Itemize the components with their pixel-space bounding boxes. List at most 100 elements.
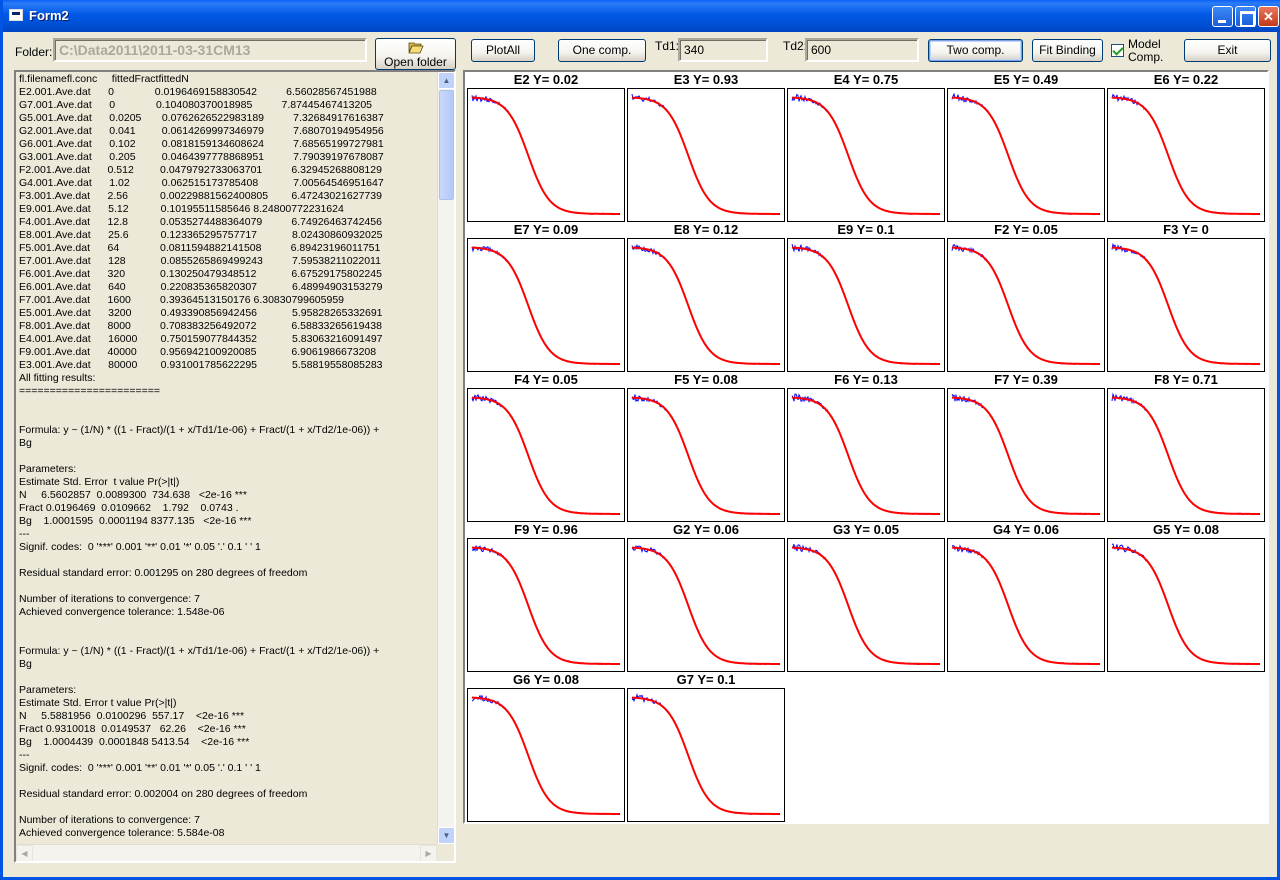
result-line: G4.001.Ave.dat 1.02 0.062515173785408 7.… bbox=[19, 177, 384, 189]
fit-binding-button[interactable]: Fit Binding bbox=[1032, 39, 1103, 62]
td1-label: Td1: bbox=[655, 39, 680, 53]
result-line: --- bbox=[19, 749, 30, 761]
result-line: G3.001.Ave.dat 0.205 0.0464397778868951 … bbox=[19, 151, 384, 163]
plot-title: E7 Y= 0.09 bbox=[513, 222, 579, 237]
correlation-curve bbox=[631, 544, 781, 666]
plot-panel: F6 Y= 0.13 bbox=[787, 372, 945, 522]
maximize-button[interactable] bbox=[1235, 6, 1256, 27]
fit-curve-line bbox=[472, 546, 620, 665]
model-comp-checkbox[interactable] bbox=[1111, 44, 1124, 57]
plot-box bbox=[467, 688, 625, 822]
result-line: Number of iterations to convergence: 7 bbox=[19, 593, 200, 605]
plot-box bbox=[627, 688, 785, 822]
fit-curve-line bbox=[1112, 546, 1260, 665]
fit-curve-line bbox=[472, 96, 620, 215]
result-line: F3.001.Ave.dat 2.56 0.00229881562400805 … bbox=[19, 190, 382, 202]
correlation-curve bbox=[631, 692, 781, 816]
plot-panel: E9 Y= 0.1 bbox=[787, 222, 945, 372]
result-line: F4.001.Ave.dat 12.8 0.0535274488364079 6… bbox=[19, 216, 382, 228]
correlation-curve bbox=[952, 544, 1101, 666]
results-text-panel[interactable]: fl.filenamefl.conc fittedFractfittedN E2.… bbox=[14, 70, 456, 863]
horizontal-scrollbar[interactable]: ◀ ▶ bbox=[16, 844, 437, 861]
plot-box bbox=[467, 238, 625, 372]
folder-path-field[interactable]: C:\Data2011\2011-03-31CM13 bbox=[53, 38, 367, 62]
open-folder-button[interactable]: Open folder bbox=[375, 38, 456, 70]
fit-curve-line bbox=[1112, 396, 1260, 515]
plotall-button[interactable]: PlotAll bbox=[471, 39, 535, 62]
plot-title: G6 Y= 0.08 bbox=[513, 672, 579, 687]
correlation-curve bbox=[631, 394, 781, 516]
correlation-curve bbox=[471, 694, 621, 816]
scroll-up-icon[interactable]: ▲ bbox=[438, 72, 454, 89]
exit-button[interactable]: Exit bbox=[1184, 39, 1271, 62]
result-line: Fract 0.9310018 0.0149537 62.26 <2e-16 *… bbox=[19, 723, 246, 735]
result-line bbox=[19, 450, 439, 463]
correlation-curve bbox=[1111, 392, 1261, 516]
plot-panel: F7 Y= 0.39 bbox=[947, 372, 1105, 522]
plot-panel: E4 Y= 0.75 bbox=[787, 72, 945, 222]
result-line: Bg bbox=[19, 437, 32, 449]
plot-box bbox=[627, 238, 785, 372]
result-line: ======================= bbox=[19, 385, 161, 397]
result-line: E6.001.Ave.dat 640 0.220835365820307 6.4… bbox=[19, 281, 383, 293]
plot-panel: E2 Y= 0.02 bbox=[467, 72, 625, 222]
result-line: Signif. codes: 0 '***' 0.001 '**' 0.01 '… bbox=[19, 541, 261, 553]
plot-title: F7 Y= 0.39 bbox=[994, 372, 1058, 387]
plot-box bbox=[1107, 538, 1265, 672]
fit-curve-line bbox=[632, 696, 780, 815]
plot-panel: G6 Y= 0.08 bbox=[467, 672, 625, 822]
minimize-button[interactable] bbox=[1212, 6, 1233, 27]
fit-curve-line bbox=[472, 246, 620, 365]
result-line: fl.filenamefl.conc fittedFractfittedN bbox=[19, 73, 189, 85]
correlation-curve bbox=[951, 92, 1101, 216]
result-line: G6.001.Ave.dat 0.102 0.0818159134608624 … bbox=[19, 138, 384, 150]
correlation-curve bbox=[471, 393, 621, 515]
correlation-curve bbox=[1111, 93, 1261, 216]
plot-box bbox=[947, 538, 1105, 672]
td2-input[interactable]: 600 bbox=[805, 38, 919, 62]
two-comp-button[interactable]: Two comp. bbox=[928, 39, 1023, 62]
plot-grid: E2 Y= 0.02 E3 Y= 0.93 E4 Y= 0.75 E5 Y= 0.49… bbox=[463, 70, 1269, 824]
form-icon[interactable] bbox=[9, 9, 23, 21]
result-line bbox=[19, 580, 439, 593]
plot-panel: F5 Y= 0.08 bbox=[627, 372, 785, 522]
result-line: Residual standard error: 0.002004 on 280… bbox=[19, 788, 308, 800]
result-line: Signif. codes: 0 '***' 0.001 '**' 0.01 '… bbox=[19, 762, 261, 774]
results-text[interactable]: fl.filenamefl.conc fittedFractfittedN E2.… bbox=[19, 73, 439, 845]
td2-label: Td2: bbox=[783, 39, 808, 53]
result-line: F6.001.Ave.dat 320 0.130250479348512 6.6… bbox=[19, 268, 382, 280]
correlation-curve bbox=[951, 393, 1101, 516]
plot-panel: F8 Y= 0.71 bbox=[1107, 372, 1265, 522]
close-button[interactable]: ✕ bbox=[1258, 6, 1279, 27]
model-comp-label-line1: Model bbox=[1128, 37, 1161, 51]
result-line: Number of iterations to convergence: 7 bbox=[19, 814, 200, 826]
plot-panel: G7 Y= 0.1 bbox=[627, 672, 785, 822]
title-bar[interactable]: Form2 ✕ bbox=[3, 0, 1280, 32]
plot-box bbox=[467, 538, 625, 672]
result-line: N 5.5881956 0.0100296 557.17 <2e-16 *** bbox=[19, 710, 245, 722]
result-line: Bg bbox=[19, 658, 32, 670]
result-line bbox=[19, 671, 439, 684]
plot-panel: E3 Y= 0.93 bbox=[627, 72, 785, 222]
result-line bbox=[19, 411, 439, 424]
scroll-down-icon[interactable]: ▼ bbox=[438, 827, 454, 844]
result-line: G2.001.Ave.dat 0.041 0.0614269997346979 … bbox=[19, 125, 384, 137]
result-line: N 6.5602857 0.0089300 734.638 <2e-16 *** bbox=[19, 489, 247, 501]
fit-curve-line bbox=[472, 396, 620, 515]
fit-curve-line bbox=[632, 546, 780, 665]
correlation-curve bbox=[791, 393, 941, 516]
result-line: All fitting results: bbox=[19, 372, 96, 384]
vertical-scrollbar[interactable]: ▲ ▼ bbox=[437, 72, 454, 844]
plot-title: F8 Y= 0.71 bbox=[1154, 372, 1218, 387]
td1-input[interactable]: 340 bbox=[678, 38, 768, 62]
scroll-left-icon[interactable]: ◀ bbox=[16, 845, 33, 861]
one-comp-button[interactable]: One comp. bbox=[558, 39, 646, 62]
plot-box bbox=[947, 88, 1105, 222]
plot-title: E3 Y= 0.93 bbox=[673, 72, 739, 87]
plot-title: E9 Y= 0.1 bbox=[837, 222, 895, 237]
scroll-thumb[interactable] bbox=[439, 90, 454, 200]
open-folder-label: Open folder bbox=[384, 55, 447, 69]
model-comp-label: Model Comp. bbox=[1128, 38, 1163, 64]
scroll-right-icon[interactable]: ▶ bbox=[420, 845, 437, 861]
